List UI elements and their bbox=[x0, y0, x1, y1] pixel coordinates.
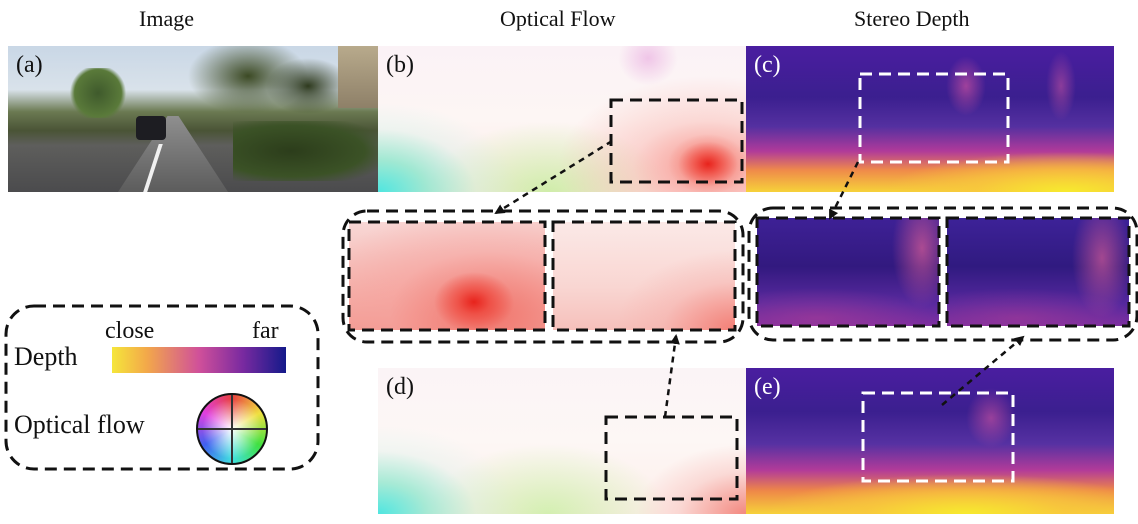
panel-b-label: (b) bbox=[386, 52, 414, 78]
wheel-horizontal-axis bbox=[198, 428, 266, 430]
column-title-optical-flow: Optical Flow bbox=[500, 6, 616, 31]
panel-e-stereo-depth: (e) bbox=[746, 368, 1114, 514]
depth-tree-e bbox=[966, 388, 1016, 448]
column-title-stereo-depth: Stereo Depth bbox=[854, 6, 970, 31]
legend-close-label: close bbox=[105, 318, 155, 344]
panel-c-stereo-depth: (c) bbox=[746, 46, 1114, 192]
depth-pole bbox=[1046, 51, 1076, 121]
zoom-flow-2 bbox=[553, 222, 735, 330]
panel-d-optical-flow: (d) bbox=[378, 368, 746, 514]
panel-d-label: (d) bbox=[386, 374, 414, 400]
zoom-depth-1 bbox=[757, 218, 939, 326]
depth-tree bbox=[946, 56, 986, 116]
panel-b-optical-flow: (b) bbox=[378, 46, 746, 192]
panel-a-label: (a) bbox=[16, 52, 43, 78]
legend-depth-label: Depth bbox=[14, 342, 78, 371]
hedge-right bbox=[233, 121, 378, 181]
panel-a-image: (a) bbox=[8, 46, 378, 192]
car bbox=[136, 116, 166, 140]
legend-far-label: far bbox=[252, 318, 279, 344]
depth-colorbar bbox=[112, 347, 286, 373]
legend-flow-label: Optical flow bbox=[14, 410, 145, 439]
column-title-image: Image bbox=[139, 6, 194, 31]
optical-flow-color-wheel bbox=[196, 393, 268, 465]
panel-c-label: (c) bbox=[754, 52, 781, 78]
zoom-flow-1 bbox=[349, 222, 545, 330]
trees-left bbox=[68, 68, 128, 118]
panel-e-label: (e) bbox=[754, 374, 781, 400]
zoom-depth-2 bbox=[947, 218, 1129, 326]
building bbox=[338, 46, 378, 108]
flow-magenta-patch bbox=[618, 46, 678, 86]
road bbox=[118, 116, 228, 192]
